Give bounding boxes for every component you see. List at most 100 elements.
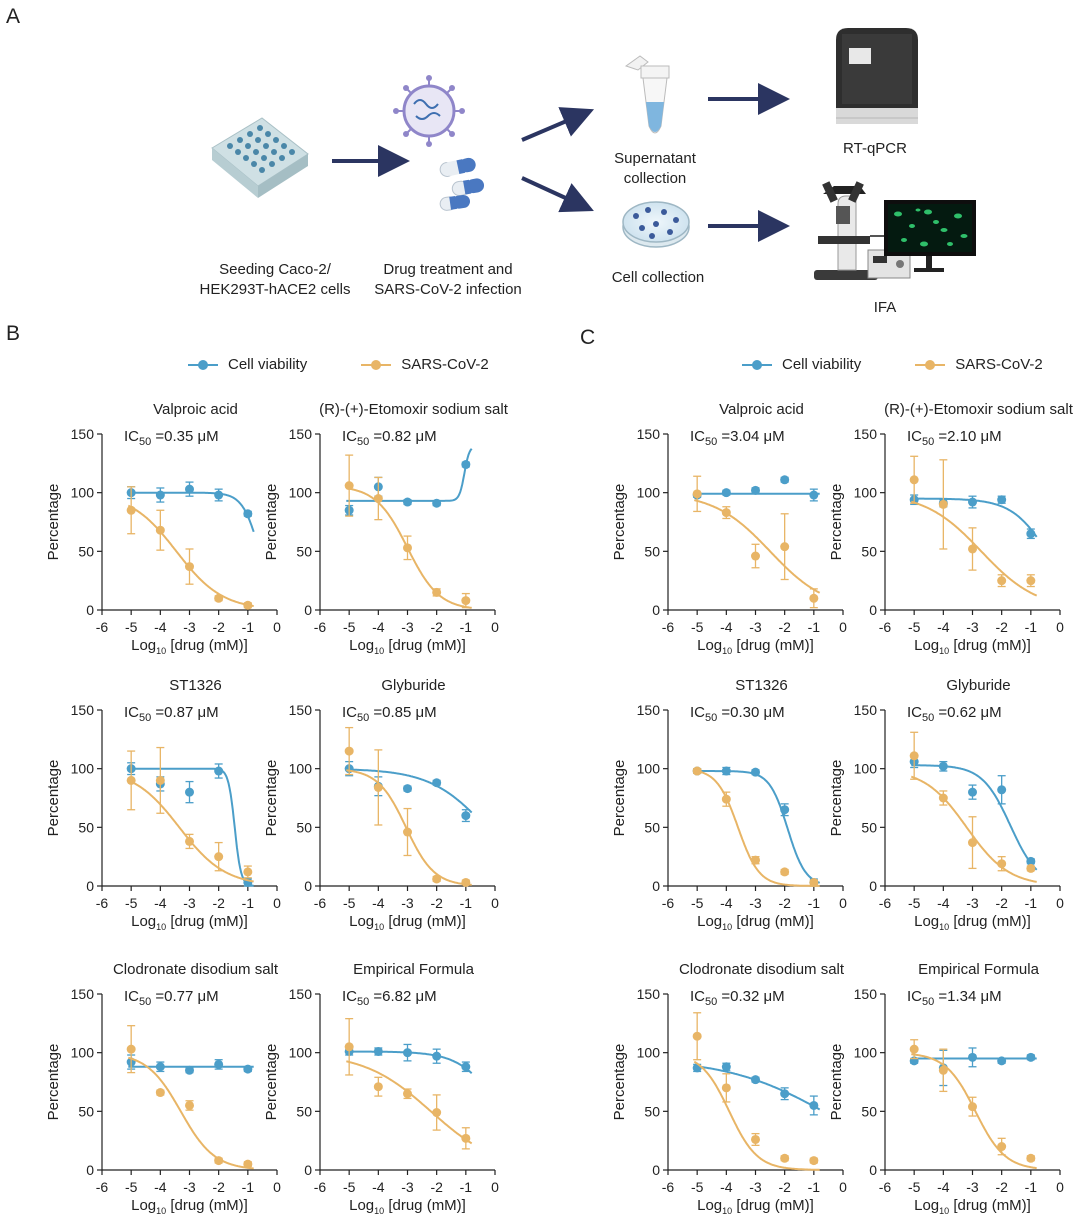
data-point bbox=[968, 1102, 977, 1112]
data-point bbox=[432, 778, 442, 788]
y-tick-label: 100 bbox=[71, 1045, 95, 1061]
x-tick-label: -6 bbox=[314, 895, 327, 911]
ic50-subscript: 50 bbox=[139, 996, 151, 1008]
microscope-icon bbox=[814, 181, 878, 280]
data-point bbox=[403, 1048, 412, 1058]
y-axis-label: Percentage bbox=[263, 1044, 280, 1121]
treatment-label-line2: SARS-CoV-2 infection bbox=[374, 281, 522, 298]
data-point bbox=[721, 508, 731, 518]
x-tick-label: -1 bbox=[1025, 619, 1038, 635]
ic50-prefix: IC bbox=[907, 704, 922, 721]
panel-label-a: A bbox=[6, 5, 21, 28]
data-point bbox=[780, 805, 790, 815]
x-axis-label-log: Log bbox=[697, 1197, 722, 1214]
x-tick-label: 0 bbox=[491, 1179, 499, 1195]
chart-title: Glyburide bbox=[381, 677, 445, 694]
data-point bbox=[692, 489, 702, 499]
data-point bbox=[403, 827, 412, 837]
data-point bbox=[1026, 856, 1036, 866]
data-point bbox=[968, 787, 977, 797]
chart-title: Valproic acid bbox=[719, 401, 804, 418]
x-tick-label: 0 bbox=[273, 895, 281, 911]
ifa-label: IFA bbox=[873, 299, 897, 316]
data-point bbox=[214, 593, 224, 603]
ic50-value: =2.10 μM bbox=[934, 428, 1001, 445]
x-tick-label: -5 bbox=[691, 1179, 704, 1195]
y-tick-label: 150 bbox=[71, 426, 95, 442]
y-axis-label: Percentage bbox=[611, 484, 628, 561]
data-point bbox=[721, 794, 731, 804]
data-point bbox=[243, 509, 253, 519]
data-point bbox=[997, 1056, 1007, 1066]
y-tick-label: 50 bbox=[861, 543, 877, 559]
y-tick-label: 50 bbox=[296, 1103, 312, 1119]
data-point bbox=[968, 544, 977, 554]
x-axis-label-rest: [drug (mM)] bbox=[949, 637, 1031, 654]
ic50-label: IC50 =0.62 μM bbox=[907, 704, 1002, 724]
x-axis-label-subscript: 10 bbox=[939, 922, 949, 932]
data-point bbox=[126, 1044, 136, 1054]
x-tick-label: -5 bbox=[691, 619, 704, 635]
fit-curve bbox=[911, 764, 1038, 871]
ic50-label: IC50 =1.34 μM bbox=[907, 988, 1002, 1008]
data-point bbox=[403, 784, 412, 794]
y-tick-label: 50 bbox=[296, 543, 312, 559]
y-tick-label: 0 bbox=[869, 602, 877, 618]
data-point bbox=[809, 593, 819, 603]
x-axis-label: Log10 [drug (mM)] bbox=[914, 1197, 1031, 1216]
x-axis-label-log: Log bbox=[914, 1197, 939, 1214]
x-tick-label: -4 bbox=[937, 1179, 950, 1195]
data-point bbox=[997, 785, 1007, 795]
y-tick-label: 100 bbox=[71, 485, 95, 501]
data-point bbox=[809, 490, 819, 500]
data-point bbox=[938, 1065, 948, 1075]
x-axis-label-rest: [drug (mM)] bbox=[732, 637, 814, 654]
series-sars-cov-2 bbox=[126, 746, 254, 883]
y-tick-label: 0 bbox=[86, 602, 94, 618]
ic50-prefix: IC bbox=[690, 428, 705, 445]
x-tick-label: -1 bbox=[242, 619, 255, 635]
x-axis-label-subscript: 10 bbox=[722, 646, 732, 656]
chart-title: (R)-(+)-Etomoxir sodium salt bbox=[884, 401, 1074, 418]
x-tick-label: -4 bbox=[372, 619, 385, 635]
x-tick-label: -3 bbox=[749, 1179, 762, 1195]
y-tick-label: 0 bbox=[652, 878, 660, 894]
x-tick-label: -6 bbox=[879, 895, 892, 911]
x-axis-label-subscript: 10 bbox=[156, 1206, 166, 1216]
data-point bbox=[780, 475, 790, 485]
y-tick-label: 150 bbox=[854, 986, 878, 1002]
x-tick-label: -3 bbox=[966, 1179, 979, 1195]
x-tick-label: 0 bbox=[273, 619, 281, 635]
y-tick-label: 150 bbox=[854, 426, 878, 442]
data-point bbox=[997, 576, 1007, 586]
seeding-label: Seeding Caco-2/ HEK293T-hACE2 cells bbox=[190, 260, 360, 300]
ic50-value: =6.82 μM bbox=[369, 988, 436, 1005]
data-point bbox=[214, 766, 224, 776]
legend-virus-label: SARS-CoV-2 bbox=[401, 356, 489, 373]
ic50-prefix: IC bbox=[907, 428, 922, 445]
capsule-pills-icon bbox=[439, 157, 485, 211]
x-tick-label: -5 bbox=[125, 895, 138, 911]
series-sars-cov-2 bbox=[909, 731, 1037, 883]
y-tick-label: 100 bbox=[289, 485, 313, 501]
series-sars-cov-2 bbox=[344, 1017, 473, 1150]
fit-curve bbox=[128, 1056, 254, 1170]
data-point bbox=[1026, 863, 1036, 873]
y-tick-label: 0 bbox=[304, 602, 312, 618]
x-axis-label: Log10 [drug (mM)] bbox=[697, 1197, 814, 1216]
y-tick-label: 100 bbox=[289, 1045, 313, 1061]
series-cell-viability bbox=[344, 760, 473, 823]
x-tick-label: -6 bbox=[879, 1179, 892, 1195]
data-point bbox=[344, 746, 354, 756]
x-axis-label: Log10 [drug (mM)] bbox=[349, 913, 466, 932]
y-tick-label: 150 bbox=[289, 426, 313, 442]
series-cell-viability bbox=[344, 1043, 473, 1074]
data-point bbox=[373, 1082, 383, 1092]
y-tick-label: 100 bbox=[854, 485, 878, 501]
